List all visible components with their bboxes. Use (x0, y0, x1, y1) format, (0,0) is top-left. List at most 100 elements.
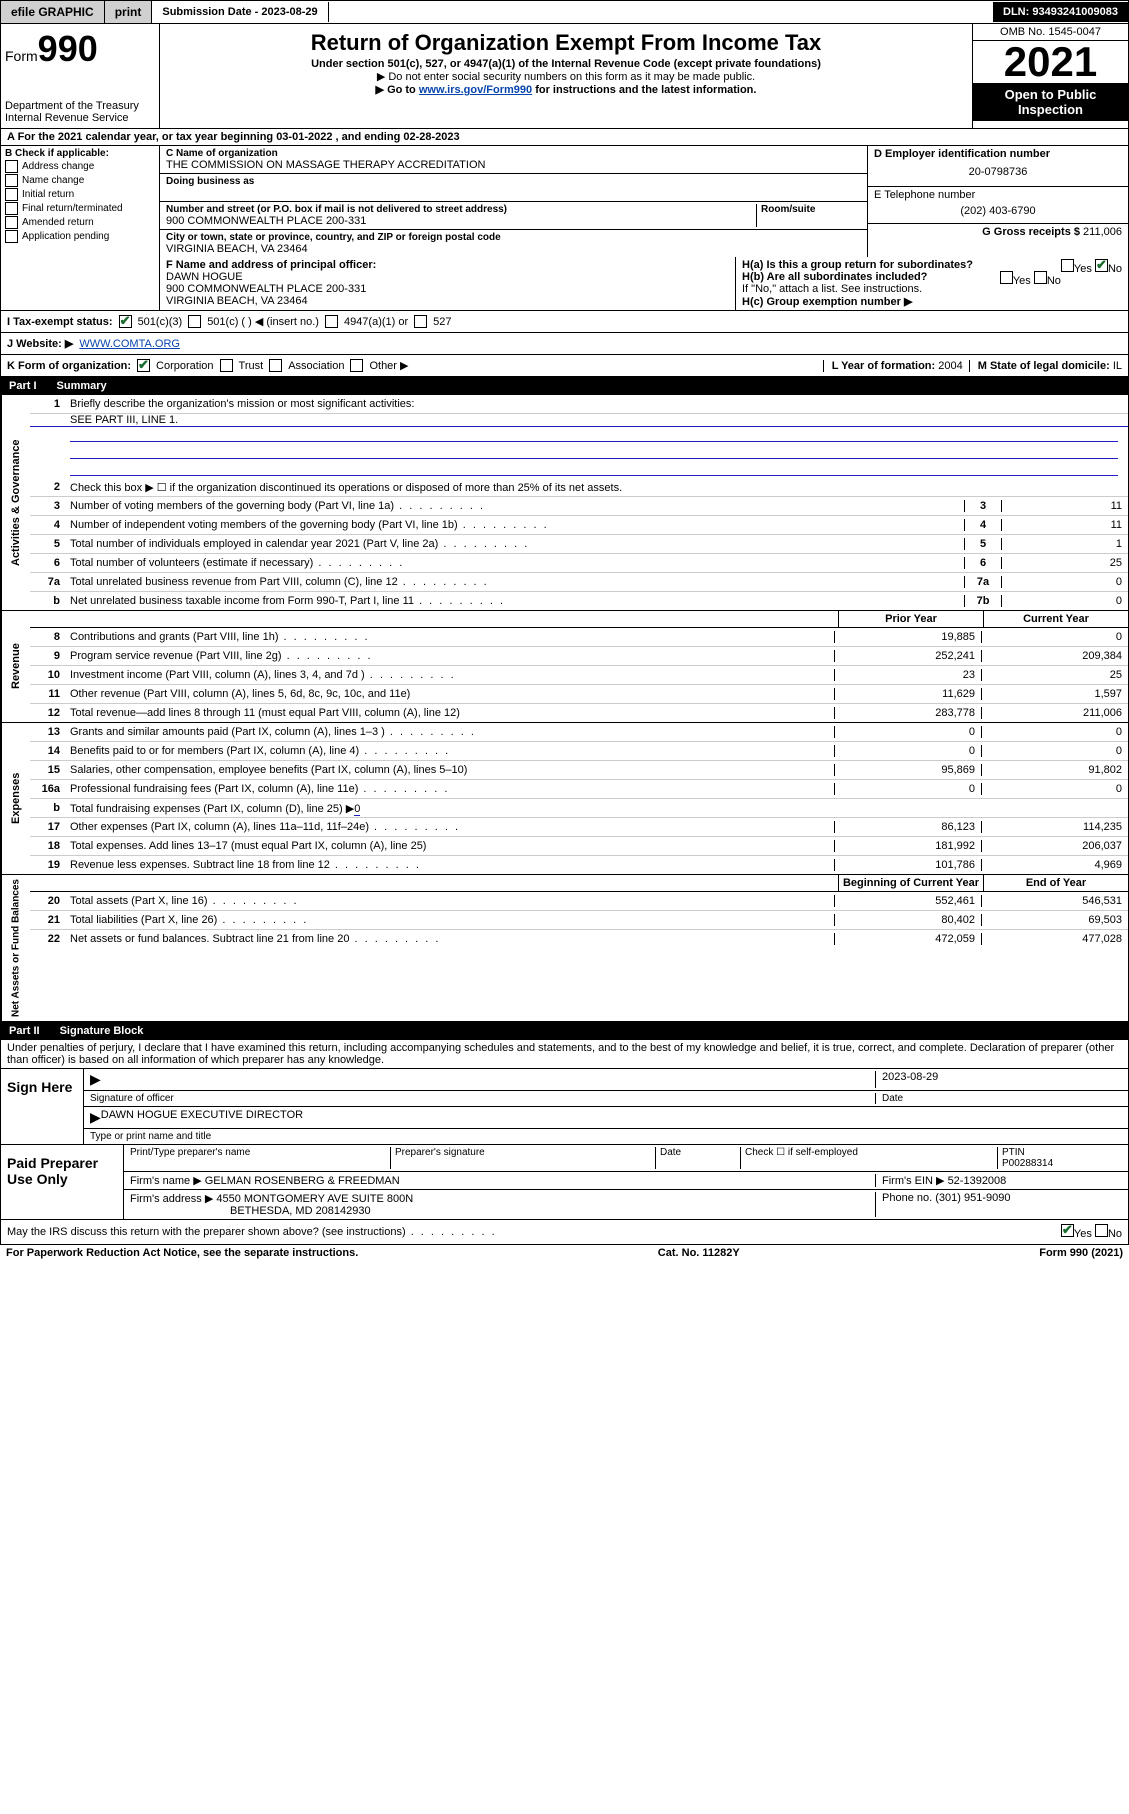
val-3: 11 (1002, 500, 1128, 512)
name-title-lbl: Type or print name and title (90, 1131, 211, 1142)
hb-note: If "No," attach a list. See instructions… (742, 283, 1122, 295)
efile-btn[interactable]: efile GRAPHIC (1, 1, 105, 23)
street-address: 900 COMMONWEALTH PLACE 200-331 (166, 215, 756, 227)
city-lbl: City or town, state or province, country… (166, 232, 861, 243)
line-18: Total expenses. Add lines 13–17 (must eq… (66, 839, 834, 853)
val-7a: 0 (1002, 576, 1128, 588)
website-link[interactable]: WWW.COMTA.ORG (79, 338, 180, 350)
mission-blank-1 (70, 427, 1118, 442)
topbar: efile GRAPHIC print Submission Date - 20… (0, 0, 1129, 24)
part-2-header: Part II Signature Block (0, 1022, 1129, 1040)
chk-assoc[interactable] (269, 359, 282, 372)
th-prior: Prior Year (838, 611, 983, 627)
room-lbl: Room/suite (761, 204, 861, 215)
sig-officer-lbl: Signature of officer (90, 1093, 875, 1104)
form-number: Form990 (5, 28, 155, 70)
ptin: P00288314 (1002, 1158, 1053, 1169)
line-17: Other expenses (Part IX, column (A), lin… (66, 820, 834, 834)
line-22: Net assets or fund balances. Subtract li… (66, 932, 834, 946)
section-bcdeg: B Check if applicable: Address change Na… (0, 146, 1129, 257)
penalties-text: Under penalties of perjury, I declare th… (0, 1040, 1129, 1069)
gross-value: 211,006 (1083, 226, 1122, 238)
firm-name: GELMAN ROSENBERG & FREEDMAN (205, 1175, 400, 1187)
vlabel-net-assets: Net Assets or Fund Balances (1, 875, 30, 1021)
discuss-no[interactable] (1095, 1224, 1108, 1237)
mission-text: SEE PART III, LINE 1. (30, 414, 1128, 427)
row-a-tax-year: A For the 2021 calendar year, or tax yea… (0, 129, 1129, 146)
form-subtitle: Under section 501(c), 527, or 4947(a)(1)… (168, 58, 964, 70)
ha-no[interactable] (1095, 259, 1108, 272)
line-10: Investment income (Part VIII, column (A)… (66, 668, 834, 682)
line-20: Total assets (Part X, line 16) (66, 894, 834, 908)
firm-ein: 52-1392008 (948, 1175, 1007, 1187)
line-2: Check this box ▶ ☐ if the organization d… (66, 480, 1128, 495)
hb-no[interactable] (1034, 271, 1047, 284)
line-16a: Professional fundraising fees (Part IX, … (66, 782, 834, 796)
val-5: 1 (1002, 538, 1128, 550)
th-end: End of Year (983, 875, 1128, 891)
chk-501c[interactable] (188, 315, 201, 328)
year-formation: 2004 (938, 360, 962, 372)
line-4: Number of independent voting members of … (66, 518, 964, 532)
f-lbl: F Name and address of principal officer: (166, 259, 729, 271)
section-fh: F Name and address of principal officer:… (0, 257, 1129, 311)
vlabel-revenue: Revenue (1, 611, 30, 722)
chk-amended[interactable] (5, 216, 18, 229)
tax-year: 2021 (973, 41, 1128, 83)
irs-link[interactable]: www.irs.gov/Form990 (419, 84, 532, 96)
state-domicile: IL (1113, 360, 1122, 372)
line-11: Other revenue (Part VIII, column (A), li… (66, 687, 834, 701)
officer-addr2: VIRGINIA BEACH, VA 23464 (166, 295, 729, 307)
chk-initial-return[interactable] (5, 188, 18, 201)
arrow-icon: ▶ (90, 1109, 101, 1126)
submission-date: Submission Date - 2023-08-29 (152, 2, 328, 22)
line-1: Briefly describe the organization's miss… (66, 397, 1128, 411)
line-5: Total number of individuals employed in … (66, 537, 964, 551)
box-b-title: B Check if applicable: (5, 148, 155, 159)
officer-addr1: 900 COMMONWEALTH PLACE 200-331 (166, 283, 729, 295)
gross-lbl: G Gross receipts $ (982, 226, 1083, 238)
chk-final-return[interactable] (5, 202, 18, 215)
chk-name-change[interactable] (5, 174, 18, 187)
c-name-lbl: C Name of organization (166, 148, 861, 159)
line-12: Total revenue—add lines 8 through 11 (mu… (66, 706, 834, 720)
chk-501c3[interactable] (119, 315, 132, 328)
print-btn[interactable]: print (105, 1, 153, 23)
line-9: Program service revenue (Part VIII, line… (66, 649, 834, 663)
mission-blank-3 (70, 461, 1118, 476)
form-note-1: ▶ Do not enter social security numbers o… (168, 70, 964, 83)
form-title: Return of Organization Exempt From Incom… (168, 30, 964, 56)
cat-no: Cat. No. 11282Y (658, 1247, 740, 1259)
prep-h4: Check ☐ if self-employed (740, 1147, 997, 1169)
ha-row: H(a) Is this a group return for subordin… (742, 259, 1122, 271)
th-beg: Beginning of Current Year (838, 875, 983, 891)
chk-other[interactable] (350, 359, 363, 372)
prep-h1: Print/Type preparer's name (130, 1147, 390, 1169)
hb-yes[interactable] (1000, 271, 1013, 284)
val-4: 11 (1002, 519, 1128, 531)
dln: DLN: 93493241009083 (993, 2, 1128, 22)
phone-lbl: E Telephone number (874, 189, 1122, 201)
sign-here-label: Sign Here (1, 1069, 84, 1144)
chk-trust[interactable] (220, 359, 233, 372)
sec-net-assets: Net Assets or Fund Balances Beginning of… (0, 875, 1129, 1022)
chk-app-pending[interactable] (5, 230, 18, 243)
arrow-icon: ▶ (90, 1071, 101, 1088)
chk-527[interactable] (414, 315, 427, 328)
firm-addr1: 4550 MONTGOMERY AVE SUITE 800N (216, 1193, 413, 1205)
part-1-header: Part I Summary (0, 377, 1129, 395)
chk-address-change[interactable] (5, 160, 18, 173)
val-7b: 0 (1002, 595, 1128, 607)
chk-4947[interactable] (325, 315, 338, 328)
discuss-yes[interactable] (1061, 1224, 1074, 1237)
form-ref: Form 990 (2021) (1039, 1247, 1123, 1259)
officer-name: DAWN HOGUE (166, 271, 729, 283)
prep-h3: Date (655, 1147, 740, 1169)
chk-corp[interactable] (137, 359, 150, 372)
org-name: THE COMMISSION ON MASSAGE THERAPY ACCRED… (166, 159, 861, 171)
discuss-row: May the IRS discuss this return with the… (0, 1220, 1129, 1245)
addr-lbl: Number and street (or P.O. box if mail i… (166, 204, 756, 215)
line-15: Salaries, other compensation, employee b… (66, 763, 834, 777)
ha-yes[interactable] (1061, 259, 1074, 272)
val-6: 25 (1002, 557, 1128, 569)
